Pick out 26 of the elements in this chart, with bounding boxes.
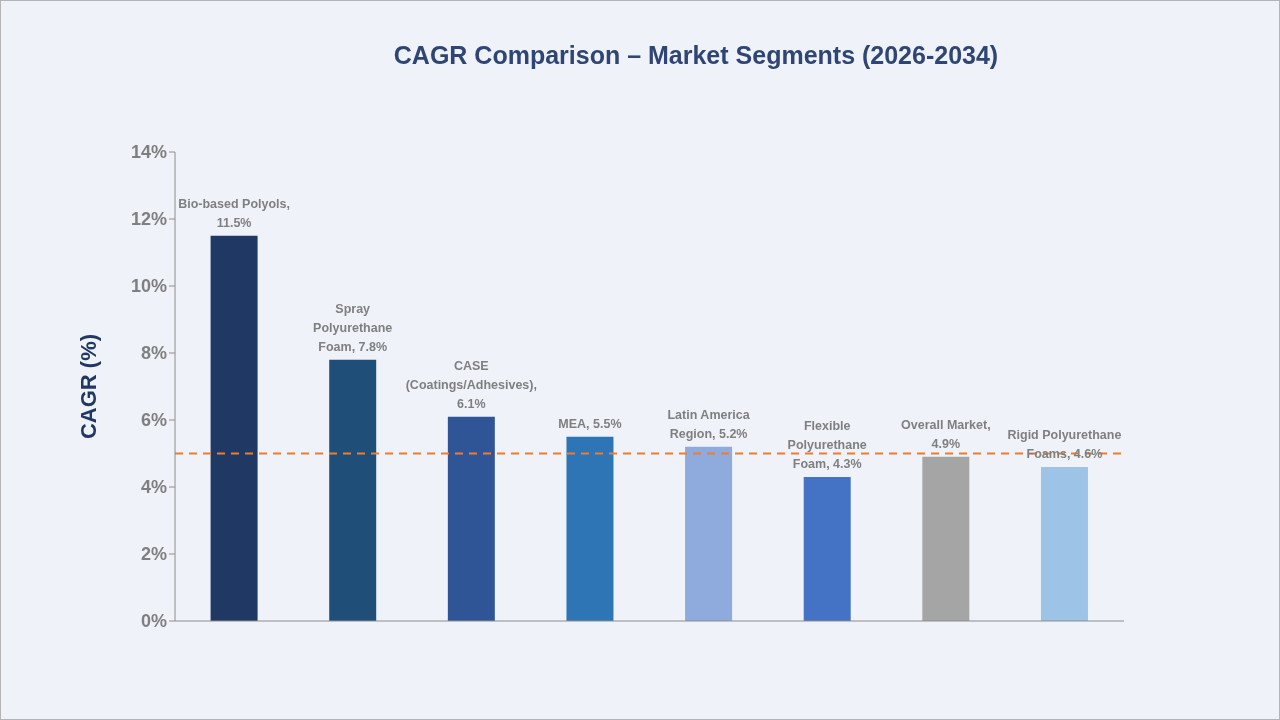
y-axis-title: CAGR (%) <box>75 333 101 440</box>
y-tick-label: 2% <box>140 544 167 565</box>
chart-title: CAGR Comparison – Market Segments (2026-2034) <box>392 41 1000 70</box>
data-label: CASE (Coatings/Adhesives), 6.1% <box>405 358 537 411</box>
data-label: Overall Market, 4.9% <box>901 417 991 451</box>
bar <box>447 416 495 621</box>
bar <box>685 446 733 621</box>
y-tick-label: 0% <box>140 611 167 632</box>
data-label: MEA, 5.5% <box>558 416 622 431</box>
data-label: Latin America Region, 5.2% <box>667 407 751 441</box>
y-tick-label: 8% <box>140 343 167 364</box>
bar <box>329 359 377 621</box>
bar <box>1040 466 1088 621</box>
bar <box>922 456 970 621</box>
y-tick-label: 14% <box>130 142 167 163</box>
y-tick-label: 4% <box>140 477 167 498</box>
bar <box>210 235 258 621</box>
data-label: Rigid Polyurethane Foams, 4.6% <box>1007 427 1122 461</box>
data-label: Spray Polyurethane Foam, 7.8% <box>313 301 393 354</box>
data-label: Bio-based Polyols, 11.5% <box>178 196 291 230</box>
y-tick-label: 6% <box>140 410 167 431</box>
bar <box>566 436 614 621</box>
bar <box>803 476 851 621</box>
y-tick-label: 12% <box>130 209 167 230</box>
data-label: Flexible Polyurethane Foam, 4.3% <box>787 418 867 471</box>
y-tick-label: 10% <box>130 276 167 297</box>
